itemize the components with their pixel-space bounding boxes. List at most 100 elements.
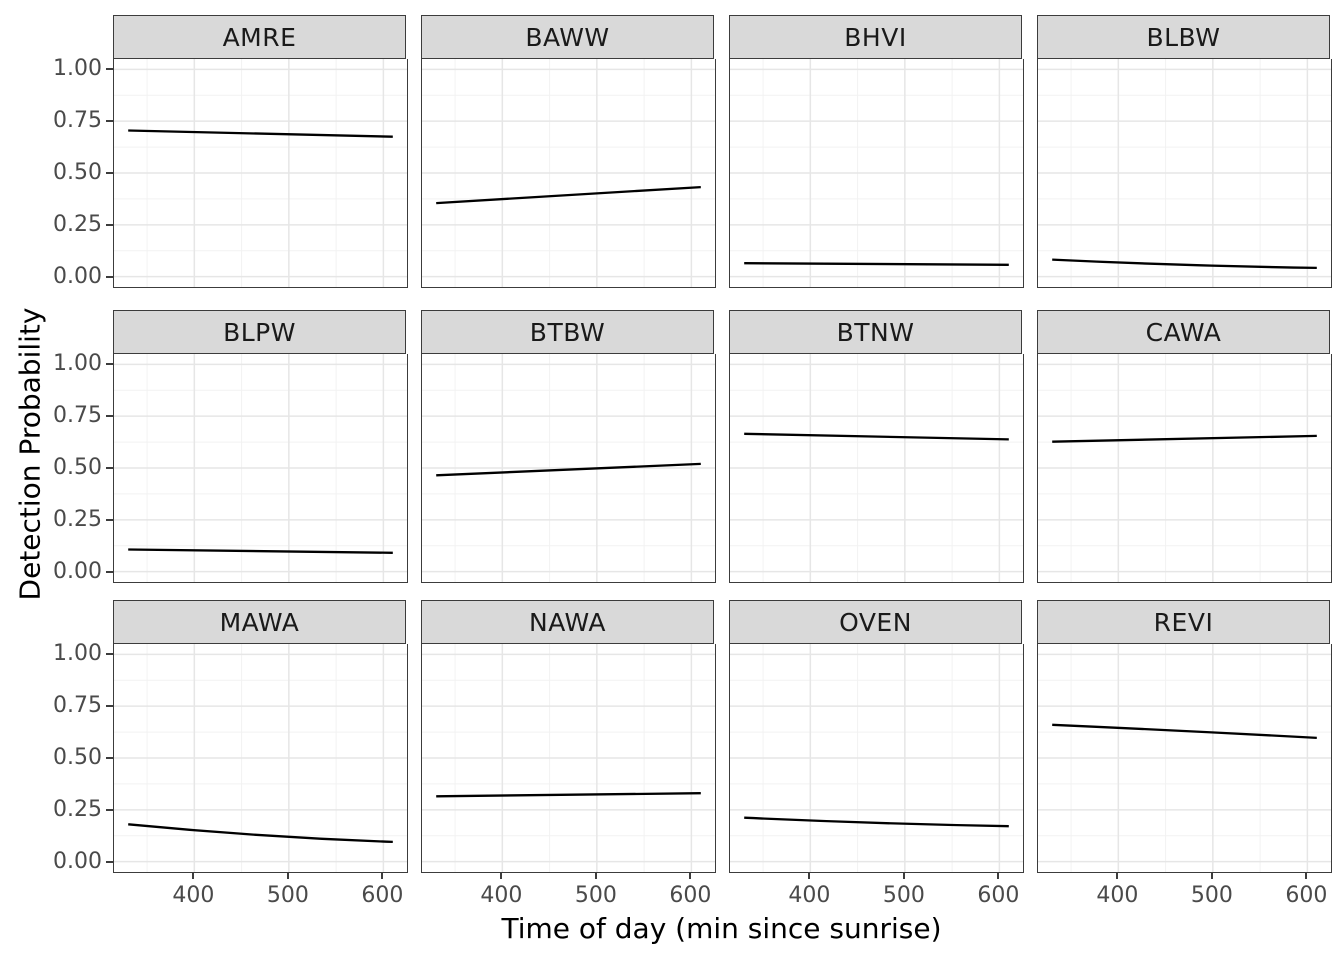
y-tick-label: 0.50 <box>53 745 102 770</box>
x-tick-mark <box>500 872 503 879</box>
facet-strip: BLBW <box>1037 15 1330 59</box>
trend-line <box>128 548 393 554</box>
y-tick-mark <box>106 653 113 656</box>
x-tick-label: 600 <box>977 883 1020 908</box>
facet-panel-plot <box>113 59 408 288</box>
x-tick-label: 600 <box>669 883 712 908</box>
y-tick-label: 0.00 <box>53 558 102 584</box>
facet-panel-plot <box>729 644 1024 873</box>
x-tick-label: 400 <box>788 883 831 908</box>
trend-line <box>128 129 393 138</box>
y-tick-mark <box>106 705 113 708</box>
y-tick-label: 0.50 <box>53 455 102 480</box>
facet-label: NAWA <box>529 607 606 637</box>
y-tick-label: 1.00 <box>53 641 102 667</box>
facet-strip: BAWW <box>421 15 714 59</box>
facet-label: BLBW <box>1146 22 1221 52</box>
facet-strip: BHVI <box>729 15 1022 59</box>
facet-panel-plot <box>421 644 716 873</box>
facet-label: BHVI <box>844 22 907 52</box>
x-tick-label: 500 <box>882 883 925 908</box>
y-tick-mark <box>106 808 113 811</box>
x-tick-mark <box>1116 872 1119 879</box>
facet-label: OVEN <box>839 607 912 637</box>
y-tick-mark <box>106 570 113 573</box>
x-tick-label: 500 <box>266 883 309 908</box>
trend-line <box>436 185 701 205</box>
y-tick-mark <box>106 518 113 521</box>
x-tick-label: 600 <box>361 883 404 908</box>
facet-label: MAWA <box>219 607 300 637</box>
y-axis-title: Detection Probability <box>13 307 47 600</box>
facet-panel-plot <box>1037 644 1332 873</box>
facet-strip: BTNW <box>729 310 1022 354</box>
facet-panel-plot <box>729 354 1024 583</box>
facet-strip: NAWA <box>421 600 714 644</box>
trend-line <box>128 823 393 844</box>
facet-panel-plot <box>1037 354 1332 583</box>
y-tick-mark <box>106 120 113 123</box>
x-tick-mark <box>689 872 692 879</box>
x-tick-mark <box>1305 872 1308 879</box>
facet-panel-plot <box>729 59 1024 288</box>
x-tick-mark <box>997 872 1000 879</box>
x-tick-label: 400 <box>480 883 523 908</box>
facet-label: BTNW <box>836 317 915 347</box>
trend-line <box>1052 258 1317 270</box>
facet-label: AMRE <box>222 22 297 52</box>
facet-panel-plot <box>113 354 408 583</box>
y-tick-mark <box>106 860 113 863</box>
y-tick-mark <box>106 363 113 366</box>
x-axis-title: Time of day (min since sunrise) <box>501 912 942 945</box>
y-tick-label: 0.75 <box>53 403 102 429</box>
facet-strip: BTBW <box>421 310 714 354</box>
x-tick-label: 400 <box>172 883 215 908</box>
facet-label: BTBW <box>529 317 606 347</box>
y-tick-label: 0.00 <box>53 848 102 874</box>
y-tick-label: 0.25 <box>53 211 102 237</box>
x-tick-label: 400 <box>1096 883 1139 908</box>
facet-strip: CAWA <box>1037 310 1330 354</box>
trend-line <box>436 462 701 477</box>
facet-panel-plot <box>1037 59 1332 288</box>
x-tick-mark <box>902 872 905 879</box>
facet-panel-plot <box>421 59 716 288</box>
x-tick-mark <box>1210 872 1213 879</box>
x-tick-mark <box>594 872 597 879</box>
y-tick-mark <box>106 68 113 71</box>
facet-panel-plot <box>421 354 716 583</box>
y-tick-label: 1.00 <box>53 56 102 82</box>
trend-line <box>744 432 1009 441</box>
y-tick-mark <box>106 467 113 469</box>
facet-strip: MAWA <box>113 600 406 644</box>
y-tick-mark <box>106 757 113 759</box>
x-tick-label: 600 <box>1285 883 1328 908</box>
trend-line <box>744 816 1009 828</box>
trend-line <box>744 262 1009 266</box>
y-tick-label: 0.75 <box>53 108 102 134</box>
y-tick-label: 0.25 <box>53 796 102 822</box>
y-tick-label: 1.00 <box>53 351 102 377</box>
trend-line <box>1052 434 1317 443</box>
x-tick-label: 500 <box>1190 883 1233 908</box>
x-tick-mark <box>192 872 195 879</box>
y-tick-mark <box>106 223 113 226</box>
y-tick-mark <box>106 172 113 174</box>
x-tick-mark <box>381 872 384 879</box>
trend-line <box>436 792 701 798</box>
x-tick-mark <box>286 872 289 879</box>
x-tick-mark <box>808 872 811 879</box>
y-tick-mark <box>106 275 113 278</box>
facet-strip: AMRE <box>113 15 406 59</box>
y-tick-label: 0.00 <box>53 263 102 289</box>
y-tick-label: 0.50 <box>53 160 102 185</box>
y-tick-mark <box>106 415 113 418</box>
y-tick-label: 0.75 <box>53 693 102 719</box>
facet-label: BAWW <box>525 22 610 52</box>
facet-strip: REVI <box>1037 600 1330 644</box>
facet-panel-plot <box>113 644 408 873</box>
facet-strip: BLPW <box>113 310 406 354</box>
facet-label: BLPW <box>223 317 296 347</box>
y-tick-label: 0.25 <box>53 506 102 532</box>
